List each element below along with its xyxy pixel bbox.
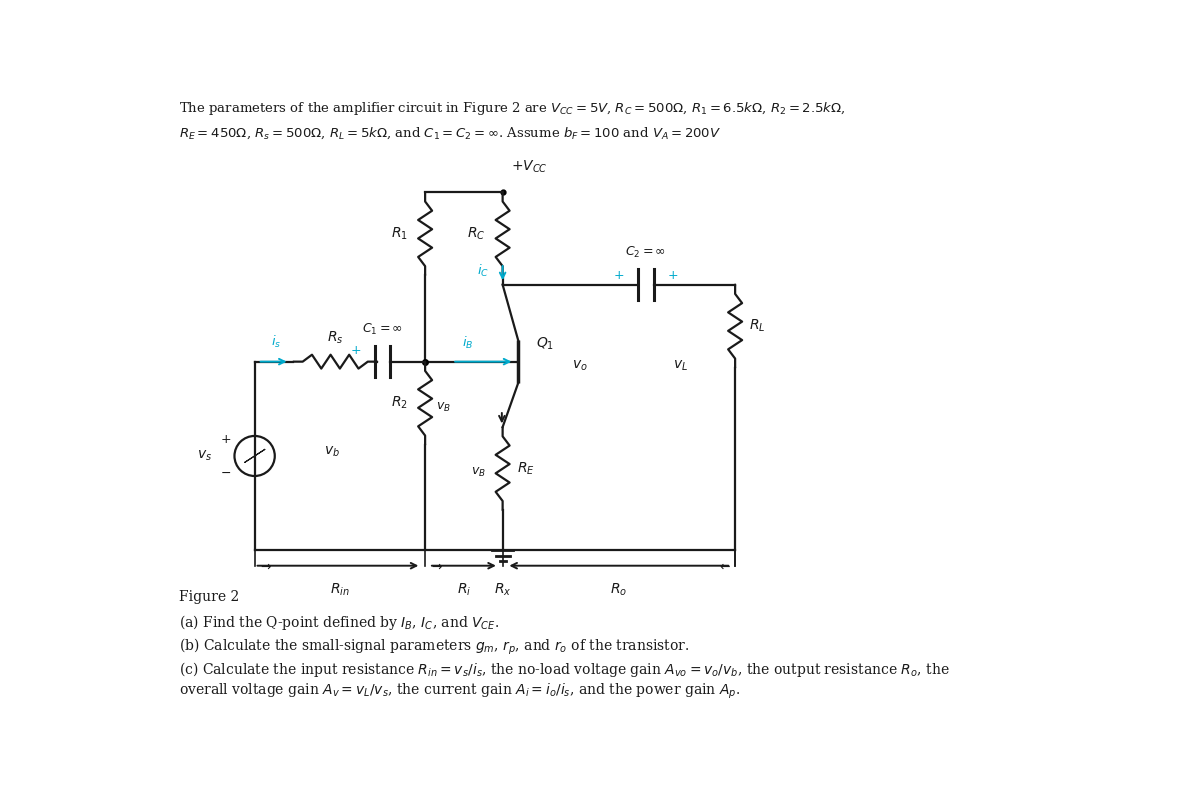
- Text: $R_2$: $R_2$: [391, 395, 408, 411]
- Text: $i_C$: $i_C$: [476, 262, 488, 279]
- Text: $v_L$: $v_L$: [673, 358, 689, 373]
- Text: (c) Calculate the input resistance $R_{in} = v_s/i_s$, the no-load voltage gain : (c) Calculate the input resistance $R_{i…: [180, 660, 950, 678]
- Text: $+V_{CC}$: $+V_{CC}$: [511, 159, 548, 175]
- Text: $v_B$: $v_B$: [436, 401, 451, 414]
- Text: (b) Calculate the small-signal parameters $g_m$, $r_p$, and $r_o$ of the transis: (b) Calculate the small-signal parameter…: [180, 637, 690, 657]
- Text: $R_i$: $R_i$: [457, 581, 472, 598]
- Text: $R_x$: $R_x$: [494, 581, 511, 598]
- Text: $R_o$: $R_o$: [611, 581, 628, 598]
- Text: $+$: $+$: [220, 433, 230, 446]
- Text: $R_E$: $R_E$: [516, 461, 534, 477]
- Text: $i_s$: $i_s$: [271, 334, 282, 350]
- Text: $R_1$: $R_1$: [391, 226, 408, 242]
- Text: $R_E = 450\Omega$, $R_s = 500\Omega$, $R_L = 5k\Omega$, and $C_1 = C_2 = \infty$: $R_E = 450\Omega$, $R_s = 500\Omega$, $R…: [180, 126, 721, 141]
- Text: $R_s$: $R_s$: [326, 330, 343, 346]
- Text: $-$: $-$: [220, 466, 230, 479]
- Text: $v_o$: $v_o$: [572, 358, 588, 373]
- Text: $+$: $+$: [613, 269, 624, 282]
- Text: $C_1 = \infty$: $C_1 = \infty$: [362, 322, 403, 337]
- Text: $i_B$: $i_B$: [462, 334, 474, 351]
- Text: $+$: $+$: [349, 344, 361, 358]
- Text: overall voltage gain $A_v = v_L/v_s$, the current gain $A_i = i_o/i_s$, and the : overall voltage gain $A_v = v_L/v_s$, th…: [180, 682, 740, 701]
- Text: $R_{in}$: $R_{in}$: [330, 581, 350, 598]
- Text: $\leftarrow$: $\leftarrow$: [718, 559, 731, 572]
- Text: $+$: $+$: [667, 269, 679, 282]
- Text: $v_B$: $v_B$: [470, 466, 486, 479]
- Text: $R_C$: $R_C$: [467, 226, 486, 242]
- Text: $\rightarrow$: $\rightarrow$: [430, 559, 443, 572]
- Text: The parameters of the amplifier circuit in Figure 2 are $V_{CC} = 5V$, $R_C = 50: The parameters of the amplifier circuit …: [180, 100, 846, 117]
- Text: $\rightarrow$: $\rightarrow$: [258, 559, 272, 572]
- Text: $Q_1$: $Q_1$: [536, 336, 554, 353]
- Text: $v_b$: $v_b$: [324, 445, 340, 459]
- Text: $v_s$: $v_s$: [197, 449, 212, 463]
- Text: Figure 2: Figure 2: [180, 590, 240, 604]
- Text: $R_L$: $R_L$: [749, 318, 766, 334]
- Text: (a) Find the Q-point defined by $I_B$, $I_C$, and $V_{CE}$.: (a) Find the Q-point defined by $I_B$, $…: [180, 614, 499, 633]
- Text: $C_2 = \infty$: $C_2 = \infty$: [625, 245, 666, 260]
